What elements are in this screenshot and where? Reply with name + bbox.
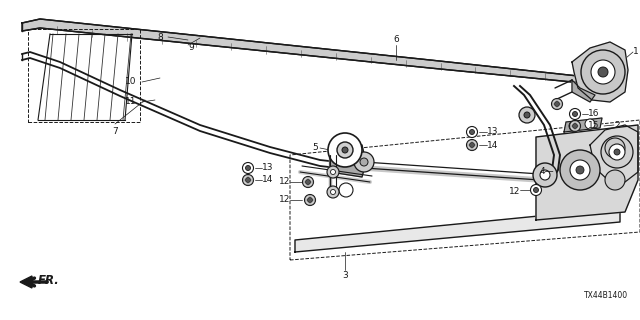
Circle shape <box>354 152 374 172</box>
Text: 13: 13 <box>262 164 273 172</box>
Text: TX44B1400: TX44B1400 <box>584 291 628 300</box>
Circle shape <box>524 112 530 118</box>
Text: 13: 13 <box>487 127 499 137</box>
Polygon shape <box>295 208 620 252</box>
Circle shape <box>342 147 348 153</box>
Circle shape <box>519 107 535 123</box>
Polygon shape <box>564 118 602 132</box>
Circle shape <box>569 121 579 131</box>
Circle shape <box>246 165 250 171</box>
Circle shape <box>246 178 250 182</box>
Circle shape <box>305 195 316 205</box>
Circle shape <box>581 50 625 94</box>
Polygon shape <box>572 42 628 102</box>
Text: FR.: FR. <box>38 274 60 286</box>
Circle shape <box>598 67 608 77</box>
Circle shape <box>560 150 600 190</box>
Text: 8: 8 <box>157 33 163 42</box>
Circle shape <box>614 149 620 155</box>
Circle shape <box>533 163 557 187</box>
Circle shape <box>330 170 335 174</box>
Circle shape <box>305 180 310 184</box>
Circle shape <box>570 160 590 180</box>
Circle shape <box>243 163 253 173</box>
Circle shape <box>328 133 362 167</box>
Circle shape <box>470 142 474 148</box>
Text: 2: 2 <box>614 121 620 130</box>
Circle shape <box>605 170 625 190</box>
Text: 12: 12 <box>509 188 520 196</box>
Circle shape <box>327 166 339 178</box>
Text: 14: 14 <box>487 140 499 149</box>
Circle shape <box>601 136 633 168</box>
Text: 16: 16 <box>588 109 600 118</box>
Circle shape <box>360 158 368 166</box>
Circle shape <box>327 186 339 198</box>
Circle shape <box>570 121 580 132</box>
Circle shape <box>609 144 625 160</box>
Text: 6: 6 <box>393 36 399 44</box>
Circle shape <box>308 197 312 203</box>
Circle shape <box>534 188 538 193</box>
Text: 14: 14 <box>262 175 273 185</box>
Text: 4—: 4— <box>540 167 554 177</box>
Circle shape <box>573 111 577 116</box>
Text: 12: 12 <box>278 196 290 204</box>
Circle shape <box>243 174 253 186</box>
Circle shape <box>585 119 595 129</box>
Circle shape <box>339 183 353 197</box>
Text: 3: 3 <box>342 271 348 281</box>
Text: 11: 11 <box>125 98 136 107</box>
Text: 15: 15 <box>588 122 600 131</box>
Text: 10: 10 <box>125 77 136 86</box>
Circle shape <box>467 140 477 150</box>
Circle shape <box>554 101 559 107</box>
Text: 5: 5 <box>312 143 318 153</box>
Polygon shape <box>590 125 638 182</box>
Circle shape <box>330 189 335 195</box>
Text: 12: 12 <box>278 178 290 187</box>
Text: 1: 1 <box>633 47 639 57</box>
Circle shape <box>303 177 314 188</box>
Polygon shape <box>22 19 615 86</box>
Polygon shape <box>572 80 595 102</box>
Circle shape <box>540 170 550 180</box>
Circle shape <box>552 99 563 109</box>
Bar <box>28 29 140 122</box>
Circle shape <box>573 124 577 128</box>
Circle shape <box>467 126 477 138</box>
Text: 7: 7 <box>112 127 118 137</box>
Circle shape <box>337 142 353 158</box>
Circle shape <box>570 108 580 119</box>
Circle shape <box>531 185 541 196</box>
Circle shape <box>470 130 474 134</box>
Text: 9: 9 <box>188 44 194 52</box>
Polygon shape <box>20 276 32 288</box>
Circle shape <box>576 166 584 174</box>
Polygon shape <box>330 145 366 177</box>
Polygon shape <box>536 125 638 220</box>
Circle shape <box>591 60 615 84</box>
Circle shape <box>605 138 625 158</box>
